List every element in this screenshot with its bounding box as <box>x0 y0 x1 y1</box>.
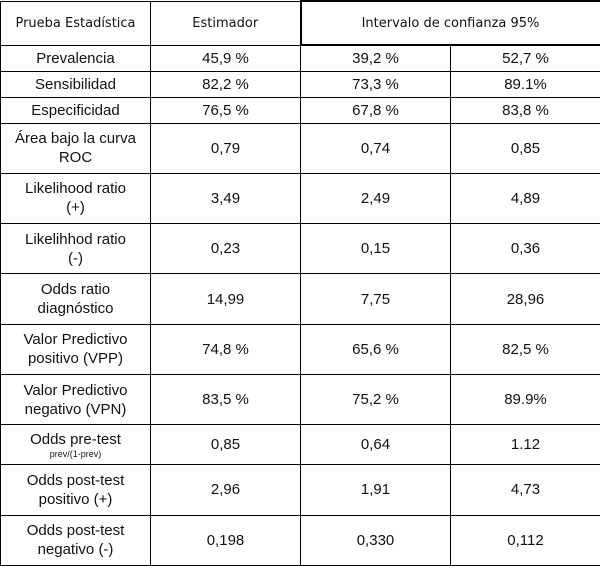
value-cell: 67,8 % <box>300 96 451 124</box>
label-line: positivo (+) <box>38 490 113 508</box>
table-row: Odds post-test positivo (+) 2,96 1,91 4,73 <box>0 464 600 516</box>
value-cell: 14,99 <box>150 273 301 325</box>
value-cell: 52,7 % <box>450 44 600 72</box>
table-row: Área bajo la curva ROC 0,79 0,74 0,85 <box>0 122 600 174</box>
value-cell: 7,75 <box>300 273 451 325</box>
label-line: (+) <box>66 199 85 217</box>
table-row: Prevalencia 45,9 % 39,2 % 52,7 % <box>0 44 600 72</box>
table-row: Likelihood ratio (+) 3,49 2,49 4,89 <box>0 172 600 225</box>
value-cell: 39,2 % <box>300 44 451 72</box>
value-cell: 3,49 <box>150 172 301 225</box>
value-cell: 0,112 <box>450 514 600 566</box>
value-cell: 0,36 <box>450 223 600 275</box>
value-cell: 1,91 <box>300 464 451 516</box>
table-row: Especificidad 76,5 % 67,8 % 83,8 % <box>0 96 600 124</box>
row-label: Valor Predictivo positivo (VPP) <box>0 323 151 376</box>
value-cell: 82,5 % <box>450 323 600 376</box>
value-cell: 0,23 <box>150 223 301 275</box>
label-line: (-) <box>68 249 83 267</box>
value-cell: 0,198 <box>150 514 301 566</box>
label-line: ROC <box>58 149 93 167</box>
label-line: Likelihhod ratio <box>25 230 126 248</box>
table-header: Prueba Estadística Estimador Intervalo d… <box>0 0 600 46</box>
value-cell: 2,49 <box>300 172 451 225</box>
label-line: Odds ratio <box>40 281 111 299</box>
table-row: Odds ratio diagnóstico 14,99 7,75 28,96 <box>0 273 600 325</box>
row-label: Sensibilidad <box>0 70 151 98</box>
value-cell: 0,15 <box>300 223 451 275</box>
value-cell: 89.9% <box>450 374 600 426</box>
label-line: negativo (-) <box>37 541 114 559</box>
table-row: Valor Predictivo negativo (VPN) 83,5 % 75,2… <box>0 374 600 426</box>
label-line: positivo (VPP) <box>27 350 124 368</box>
label-line: Valor Predictivo <box>23 381 128 399</box>
label-line: Especificidad <box>31 101 120 119</box>
value-cell: 1.12 <box>450 424 600 466</box>
value-cell: 0,85 <box>450 122 600 174</box>
table-row: Sensibilidad 82,2 % 73,3 % 89.1% <box>0 70 600 98</box>
label-line: Área bajo la curva <box>15 130 136 148</box>
row-label: Área bajo la curva ROC <box>0 122 151 174</box>
row-label: Odds ratio diagnóstico <box>0 273 151 325</box>
table-body: Prevalencia 45,9 % 39,2 % 52,7 % Sensibilida… <box>0 44 600 566</box>
value-cell: 83,5 % <box>150 374 301 426</box>
label-note: prev/(1-prev) <box>49 448 102 459</box>
label-line: Odds pre-test <box>30 430 121 448</box>
table-row: Valor Predictivo positivo (VPP) 74,8 % 65,6… <box>0 323 600 376</box>
value-cell: 4,73 <box>450 464 600 516</box>
row-label: Especificidad <box>0 96 151 124</box>
label-line: Valor Predictivo <box>23 331 128 349</box>
value-cell: 65,6 % <box>300 323 451 376</box>
value-cell: 0,330 <box>300 514 451 566</box>
label-line: negativo (VPN) <box>24 400 127 418</box>
label-line: Odds post-test <box>26 522 125 540</box>
value-cell: 0,64 <box>300 424 451 466</box>
value-cell: 83,8 % <box>450 96 600 124</box>
value-cell: 82,2 % <box>150 70 301 98</box>
row-label: Odds pre-test prev/(1-prev) <box>0 424 151 466</box>
label-line: Odds post-test <box>26 471 125 489</box>
row-label: Odds post-test negativo (-) <box>0 514 151 566</box>
header-cell: Intervalo de confianza 95% <box>299 0 600 46</box>
value-cell: 4,89 <box>450 172 600 225</box>
value-cell: 0,74 <box>300 122 451 174</box>
table-row: Odds pre-test prev/(1-prev) 0,85 0,64 1.12 <box>0 424 600 466</box>
value-cell: 0,79 <box>150 122 301 174</box>
header-cell: Prueba Estadística <box>0 0 151 46</box>
label-line: Prevalencia <box>36 49 115 67</box>
header-row: Prueba Estadística Estimador Intervalo d… <box>0 0 600 46</box>
row-label: Likelihhod ratio (-) <box>0 223 151 275</box>
label-line: Sensibilidad <box>35 75 116 93</box>
row-label: Valor Predictivo negativo (VPN) <box>0 374 151 426</box>
value-cell: 75,2 % <box>300 374 451 426</box>
value-cell: 89.1% <box>450 70 600 98</box>
row-label: Likelihood ratio (+) <box>0 172 151 225</box>
value-cell: 76,5 % <box>150 96 301 124</box>
table-row: Odds post-test negativo (-) 0,198 0,330 0,11… <box>0 514 600 566</box>
row-label: Prevalencia <box>0 44 151 72</box>
label-line: Likelihood ratio <box>25 180 126 198</box>
header-cell: Estimador <box>150 0 301 46</box>
value-cell: 28,96 <box>450 273 600 325</box>
value-cell: 74,8 % <box>150 323 301 376</box>
row-label: Odds post-test positivo (+) <box>0 464 151 516</box>
value-cell: 0,85 <box>150 424 301 466</box>
value-cell: 73,3 % <box>300 70 451 98</box>
value-cell: 2,96 <box>150 464 301 516</box>
table-row: Likelihhod ratio (-) 0,23 0,15 0,36 <box>0 223 600 275</box>
value-cell: 45,9 % <box>150 44 301 72</box>
label-line: diagnóstico <box>37 300 114 318</box>
